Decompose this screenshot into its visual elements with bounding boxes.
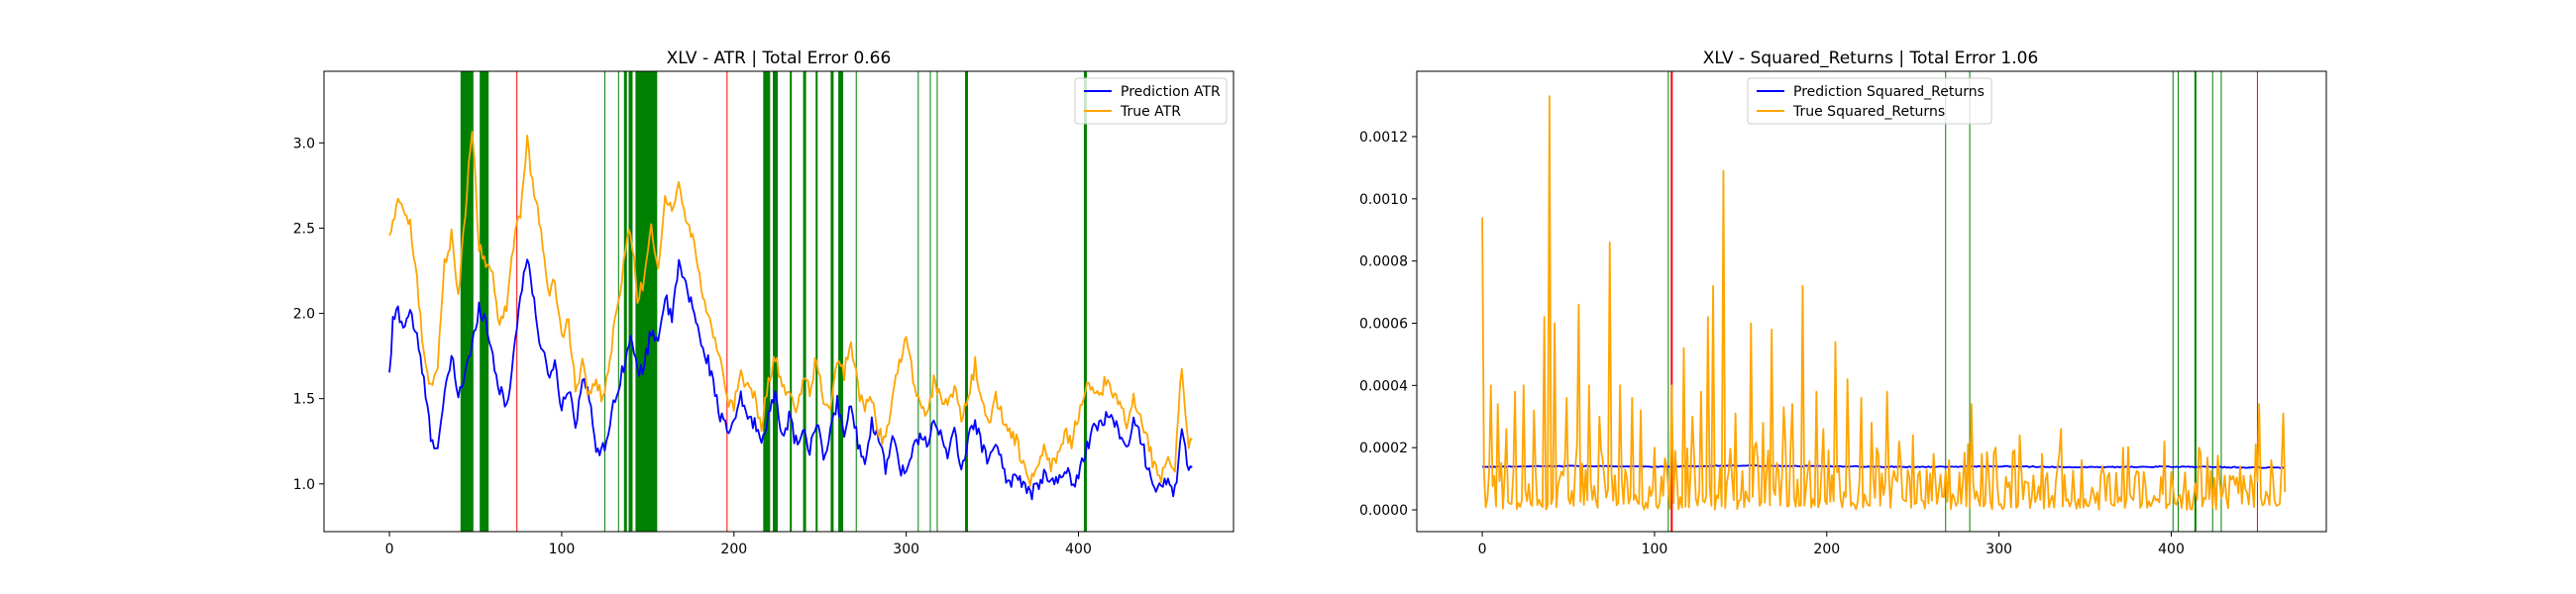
squared-returns-x-tick-label: 0 [1478,542,1487,557]
squared-returns-y-tick-label: 0.0004 [1359,378,1408,394]
atr-series-line-true [388,131,1193,487]
squared-returns-series-line-true [1481,95,2287,511]
atr-x-axis: 0 100 200 300 400 [385,532,1092,557]
squared-returns-x-tick-label: 400 [2158,542,2185,557]
atr-x-tick-label: 400 [1065,542,1092,557]
squared-returns-y-tick-label: 0.0012 [1359,130,1408,146]
atr-y-tick-label: 2.0 [293,307,315,323]
squared-returns-x-tick-label: 300 [1986,542,2012,557]
atr-y-tick-label: 1.5 [293,392,315,408]
atr-x-tick-label: 0 [385,542,394,557]
atr-legend-true-label: True ATR [1120,104,1181,120]
squared-returns-chart-title: XLV - Squared_Returns | Total Error 1.06 [1703,49,2039,68]
squared-returns-legend-prediction-label: Prediction Squared_Returns [1793,84,1985,100]
squared-returns-legend-true-label: True Squared_Returns [1792,104,1945,120]
atr-chart-title: XLV - ATR | Total Error 0.66 [667,49,892,68]
squared-returns-y-tick-label: 0.0008 [1359,254,1408,270]
squared-returns-axes-frame [1416,70,2327,533]
squared-returns-y-tick-label: 0.0002 [1359,441,1408,456]
squared-returns-y-tick-label: 0.0000 [1359,503,1408,519]
atr-x-tick-label: 200 [720,542,747,557]
squared-returns-x-tick-label: 200 [1813,542,1840,557]
atr-plot-area [388,71,1193,532]
atr-chart: XLV - ATR | Total Error 0.66 0 100 200 300 4… [293,49,1234,557]
squared-returns-plot-area [1481,71,2287,532]
squared-returns-legend: Prediction Squared_Returns True Squared_… [1747,77,1992,125]
atr-y-tick-label: 3.0 [293,136,315,151]
atr-x-tick-label: 100 [549,542,576,557]
atr-axes-frame [323,70,1234,533]
atr-y-tick-label: 1.0 [293,477,315,493]
atr-legend-prediction-label: Prediction ATR [1121,84,1221,100]
squared-returns-series-line-prediction [1482,464,2286,469]
squared-returns-x-axis: 0 100 200 300 400 [1478,532,2185,557]
atr-y-tick-label: 2.5 [293,221,315,237]
atr-series-line-prediction [388,258,1193,501]
atr-x-tick-label: 300 [893,542,919,557]
squared-returns-x-tick-label: 100 [1642,542,1668,557]
squared-returns-chart: XLV - Squared_Returns | Total Error 1.06… [1359,49,2327,557]
atr-legend: Prediction ATR True ATR [1074,77,1228,125]
atr-y-axis: 1.0 1.5 2.0 2.5 3.0 [293,136,324,493]
squared-returns-y-tick-label: 0.0006 [1359,316,1408,332]
squared-returns-y-tick-label: 0.0010 [1359,192,1408,208]
squared-returns-y-axis: 0.0000 0.0002 0.0004 0.0006 0.0008 0.0010 0.00… [1359,130,1417,519]
